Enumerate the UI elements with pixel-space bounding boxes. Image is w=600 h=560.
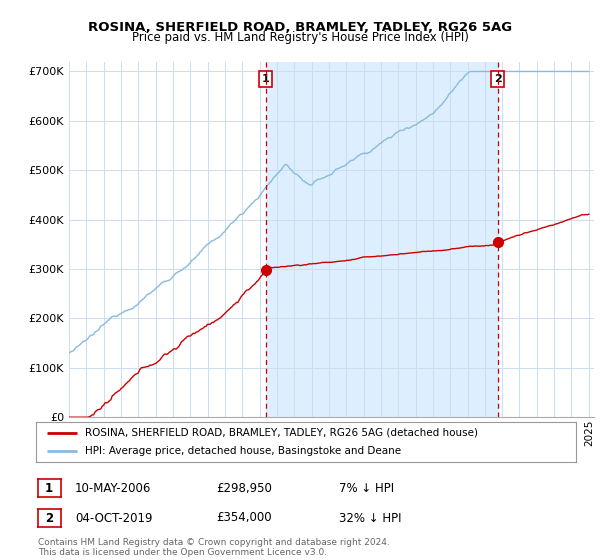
Text: £298,950: £298,950 bbox=[216, 482, 272, 495]
Text: £354,000: £354,000 bbox=[216, 511, 272, 525]
Text: Price paid vs. HM Land Registry's House Price Index (HPI): Price paid vs. HM Land Registry's House … bbox=[131, 31, 469, 44]
Text: 32% ↓ HPI: 32% ↓ HPI bbox=[339, 511, 401, 525]
Text: Contains HM Land Registry data © Crown copyright and database right 2024.
This d: Contains HM Land Registry data © Crown c… bbox=[38, 538, 389, 557]
Text: ROSINA, SHERFIELD ROAD, BRAMLEY, TADLEY, RG26 5AG (detached house): ROSINA, SHERFIELD ROAD, BRAMLEY, TADLEY,… bbox=[85, 428, 478, 437]
Text: 7% ↓ HPI: 7% ↓ HPI bbox=[339, 482, 394, 495]
Bar bbox=[266, 62, 498, 417]
Text: ROSINA, SHERFIELD ROAD, BRAMLEY, TADLEY, RG26 5AG: ROSINA, SHERFIELD ROAD, BRAMLEY, TADLEY,… bbox=[88, 21, 512, 34]
Text: 1: 1 bbox=[262, 74, 270, 84]
Text: HPI: Average price, detached house, Basingstoke and Deane: HPI: Average price, detached house, Basi… bbox=[85, 446, 401, 456]
Text: 04-OCT-2019: 04-OCT-2019 bbox=[75, 511, 152, 525]
Text: 1: 1 bbox=[45, 482, 53, 495]
Text: 2: 2 bbox=[45, 511, 53, 525]
Text: 10-MAY-2006: 10-MAY-2006 bbox=[75, 482, 151, 495]
Text: 2: 2 bbox=[494, 74, 502, 84]
